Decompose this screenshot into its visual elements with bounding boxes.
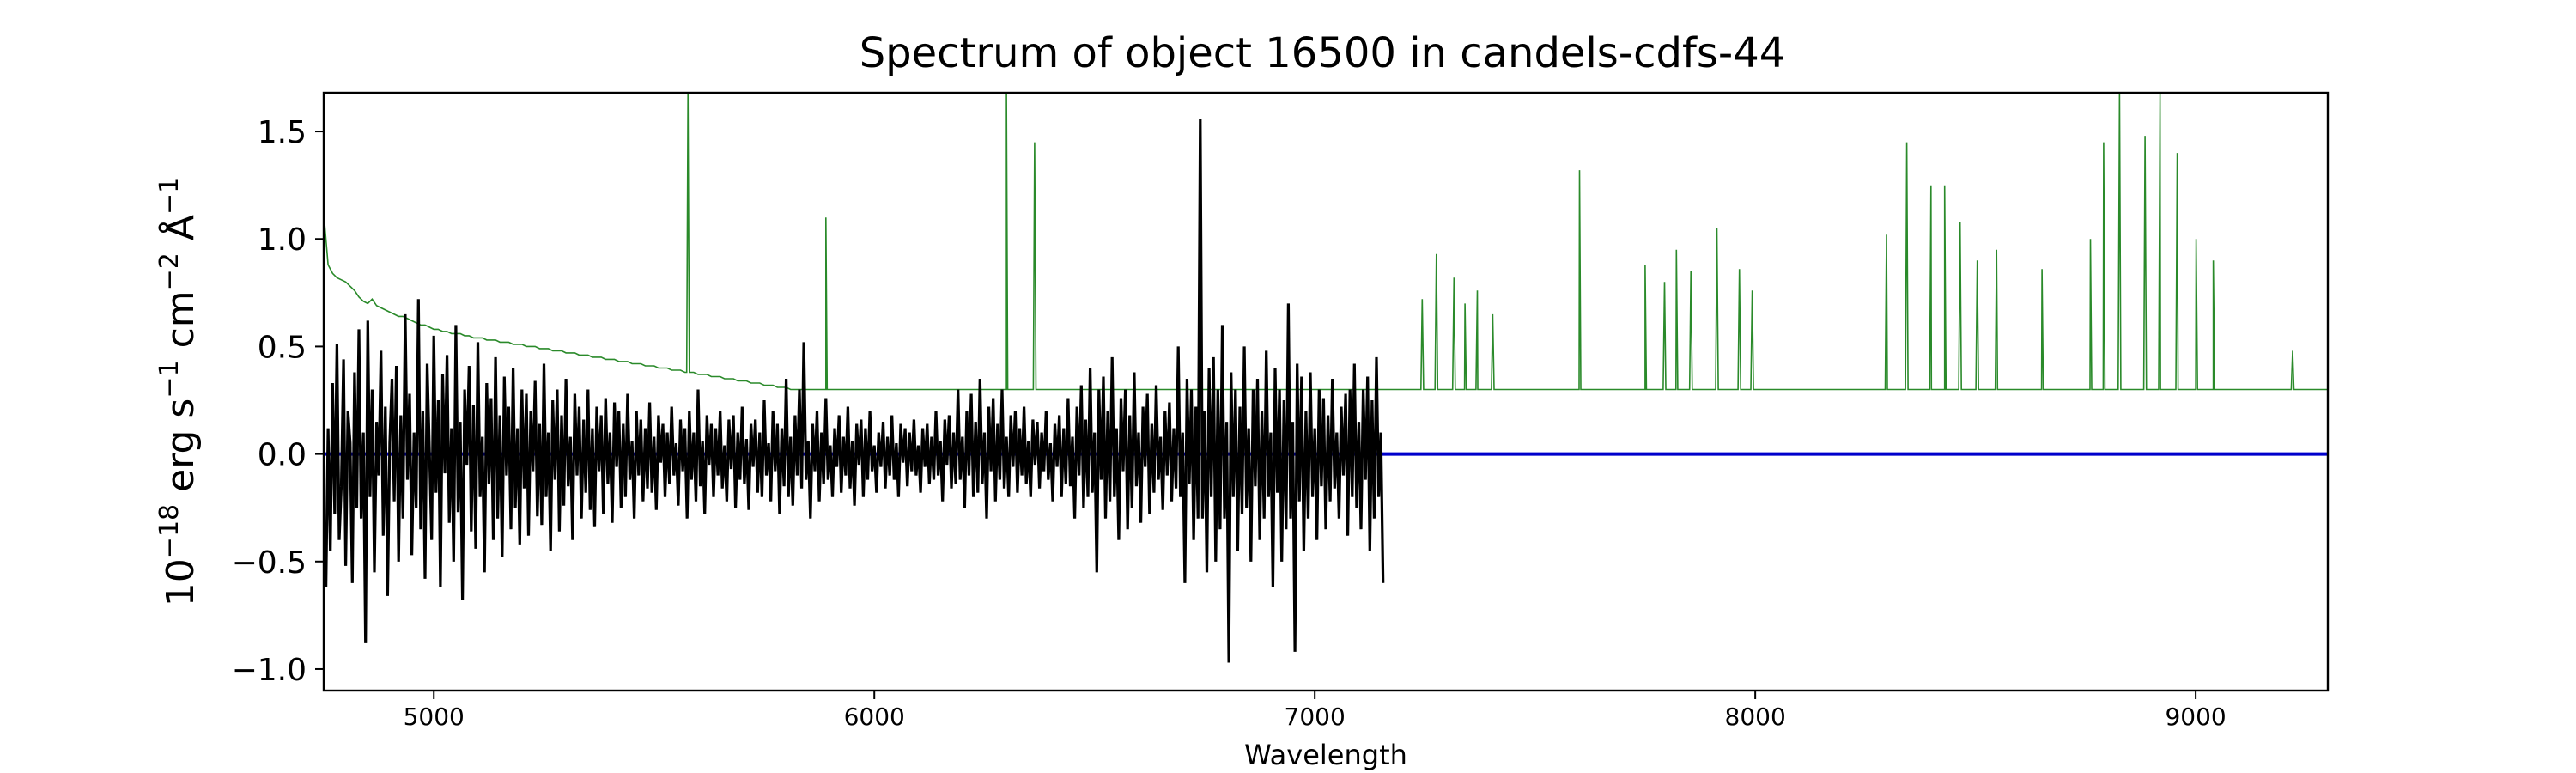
y-label-exp: −18 bbox=[155, 504, 185, 558]
error-spectrum-line bbox=[324, 93, 2328, 391]
y-label-rest3: Å bbox=[157, 215, 203, 253]
x-axis-label: Wavelength bbox=[1244, 739, 1407, 771]
x-tick-label: 7000 bbox=[1285, 703, 1346, 731]
chart-title: Spectrum of object 16500 in candels-cdfs… bbox=[860, 29, 1786, 77]
y-axis-ticks: −1.0 −0.5 0.0 0.5 1.0 1.5 bbox=[232, 115, 324, 688]
flux-spectrum-line bbox=[324, 118, 1385, 663]
y-tick-label: 1.0 bbox=[258, 222, 307, 258]
y-label-rest2: cm bbox=[159, 290, 203, 360]
plot-frame bbox=[322, 91, 2330, 692]
y-tick-label: −0.5 bbox=[232, 545, 307, 581]
x-tick-label: 9000 bbox=[2165, 703, 2226, 731]
y-label-exp1: −1 bbox=[155, 360, 185, 398]
y-label-exp2: −2 bbox=[155, 253, 185, 290]
y-label-base: 10 bbox=[159, 558, 203, 606]
y-tick-label: 0.5 bbox=[258, 330, 307, 365]
y-label-rest1: erg s bbox=[159, 399, 203, 504]
y-tick-label: 0.0 bbox=[258, 438, 307, 473]
y-tick-label: 1.5 bbox=[258, 115, 307, 150]
x-axis-ticks: 5000 6000 7000 8000 9000 bbox=[404, 691, 2227, 731]
x-tick-label: 8000 bbox=[1725, 703, 1786, 731]
x-tick-label: 5000 bbox=[404, 703, 465, 731]
y-axis-label: 10−18 erg s−1 cm−2 Å−1 bbox=[155, 177, 203, 606]
x-tick-label: 6000 bbox=[844, 703, 905, 731]
y-label-exp3: −1 bbox=[155, 177, 185, 215]
y-tick-label: −1.0 bbox=[232, 653, 307, 688]
